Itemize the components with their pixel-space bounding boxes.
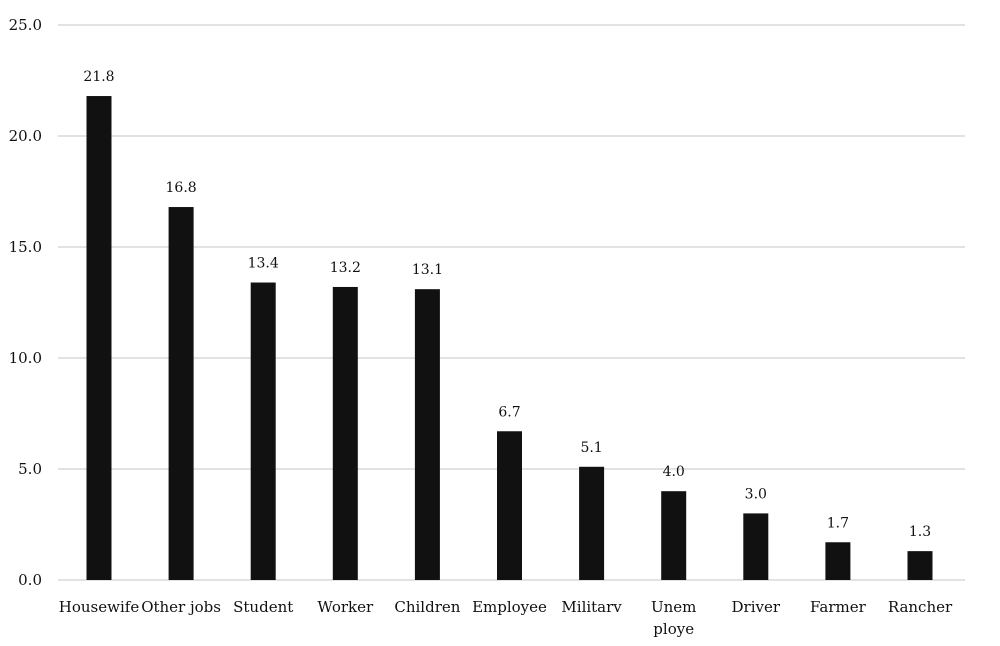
y-tick-label: 5.0 (18, 460, 42, 478)
bar (332, 286, 358, 580)
y-tick-label: 15.0 (9, 238, 42, 256)
y-tick-label: 0.0 (18, 571, 42, 589)
data-label: 5.1 (580, 440, 602, 456)
bar (497, 431, 522, 580)
data-label: 1.3 (909, 524, 931, 540)
data-label: 21.8 (83, 69, 114, 85)
data-labels: 21.8 16.8 13.4 13.2 13.1 6.7 5.1 4.0 3.0 1.7 1.3 (83, 69, 931, 540)
x-category-label: Employee (472, 598, 547, 616)
bar (907, 551, 933, 580)
x-category-label: Driver (732, 598, 781, 616)
x-category-label: Housewife (59, 598, 140, 616)
data-label: 6.7 (498, 404, 520, 420)
data-label: 3.0 (745, 486, 767, 502)
y-tick-label: 20.0 (9, 127, 42, 145)
y-tick-label: 10.0 (9, 349, 42, 367)
y-axis-tick-labels: 0.0 5.0 10.0 15.0 20.0 25.0 (9, 16, 42, 589)
bar (86, 96, 112, 580)
data-label: 1.7 (827, 515, 849, 531)
x-category-label: Militarv (561, 598, 622, 616)
x-axis-category-labels: Housewife Other jobs Student Worker Children… (59, 598, 953, 638)
bar (579, 466, 605, 580)
x-category-label: Other jobs (141, 598, 221, 616)
bar (250, 282, 276, 580)
x-category-label: Unem ploye (651, 598, 696, 638)
x-category-label: Worker (317, 598, 374, 616)
bar (661, 491, 687, 580)
gridlines (58, 24, 965, 581)
x-category-label: Rancher (888, 598, 953, 616)
bar (168, 207, 194, 581)
bar (825, 542, 851, 580)
x-category-label: Student (233, 598, 293, 616)
x-category-label: Children (394, 598, 460, 616)
data-label: 4.0 (663, 464, 685, 480)
data-label: 13.1 (412, 262, 443, 278)
bar (743, 513, 769, 580)
data-label: 16.8 (166, 180, 197, 196)
bars (86, 96, 933, 581)
data-label: 13.2 (330, 260, 361, 276)
x-category-label: Farmer (810, 598, 867, 616)
bar (414, 289, 440, 580)
y-tick-label: 25.0 (9, 16, 42, 34)
data-label: 13.4 (248, 256, 279, 272)
